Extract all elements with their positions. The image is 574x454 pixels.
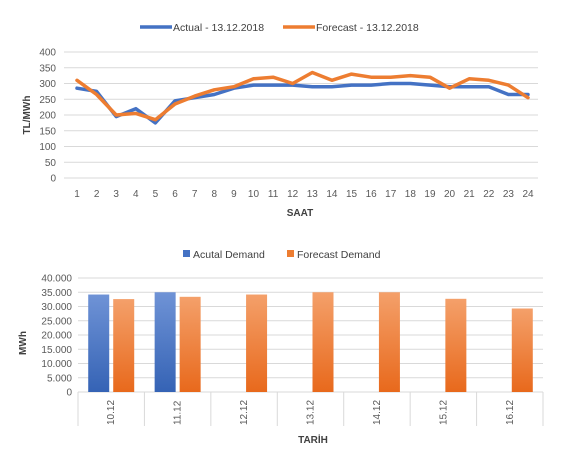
y-tick-label: 15.000 — [41, 345, 72, 356]
y-tick-label: 10.000 — [41, 359, 72, 370]
y-tick-label: 150 — [39, 126, 56, 137]
bar-actual-demand — [154, 292, 176, 392]
y-tick-label: 300 — [39, 79, 56, 90]
bar-chart-x-axis-title: TARİH — [298, 433, 328, 446]
x-tick-label: 14 — [326, 189, 338, 200]
legend-label-forecast-demand: Forecast Demand — [297, 249, 381, 261]
x-tick-label: 17 — [385, 189, 397, 200]
x-tick-label: 13.12 — [306, 400, 317, 425]
x-tick-label: 15.12 — [438, 400, 449, 425]
bar-chart-bars — [88, 292, 533, 392]
y-tick-label: 100 — [39, 142, 56, 153]
x-tick-label: 3 — [113, 189, 119, 200]
y-tick-label: 30.000 — [41, 302, 72, 313]
y-tick-label: 0 — [50, 174, 56, 185]
x-tick-label: 11 — [268, 189, 279, 200]
y-tick-label: 5.000 — [47, 373, 72, 384]
x-tick-label: 2 — [94, 189, 100, 200]
y-tick-label: 25.000 — [41, 316, 72, 327]
y-tick-label: 350 — [39, 63, 56, 74]
bar-chart-x-tick-labels: 10.12 11.12 12.12 13.12 14.12 15.12 16.12 — [106, 400, 516, 425]
y-tick-label: 250 — [39, 95, 56, 106]
bar-chart-legend: Acutal Demand Forecast Demand — [183, 249, 381, 261]
line-chart-y-axis-title: TL/MWh — [22, 96, 33, 135]
bar-chart-y-axis-title: MWh — [18, 331, 29, 355]
bar-forecast-demand — [179, 296, 201, 392]
bar-actual-demand — [88, 294, 110, 392]
x-tick-label: 16 — [366, 189, 378, 200]
bar-forecast-demand — [445, 298, 467, 392]
x-tick-label: 15 — [346, 189, 358, 200]
line-chart: Actual - 13.12.2018 Forecast - 13.12.201… — [22, 22, 538, 219]
x-tick-label: 4 — [133, 189, 139, 200]
line-chart-series — [75, 70, 530, 125]
legend-swatch-actual-demand — [183, 250, 190, 257]
x-tick-label: 5 — [153, 189, 159, 200]
legend-swatch-forecast-demand — [287, 250, 294, 257]
x-tick-label: 24 — [522, 189, 534, 200]
y-tick-label: 400 — [39, 48, 56, 59]
x-tick-label: 9 — [231, 189, 237, 200]
x-tick-label: 14.12 — [372, 400, 383, 425]
x-tick-label: 8 — [211, 189, 217, 200]
bar-forecast-demand — [511, 308, 533, 392]
y-tick-label: 0 — [66, 388, 72, 399]
x-tick-label: 23 — [503, 189, 515, 200]
line-chart-x-axis-title: SAAT — [287, 208, 313, 219]
bar-forecast-demand — [312, 292, 334, 392]
x-tick-label: 13 — [307, 189, 319, 200]
bar-chart-y-tick-labels: 0 5.000 10.000 15.000 20.000 25.000 30.000 35.0… — [41, 274, 72, 399]
x-tick-label: 7 — [192, 189, 198, 200]
y-tick-label: 20.000 — [41, 331, 72, 342]
x-tick-label: 18 — [405, 189, 417, 200]
x-tick-label: 1 — [74, 189, 80, 200]
y-tick-label: 50 — [45, 158, 57, 169]
x-tick-label: 22 — [483, 189, 495, 200]
x-tick-label: 19 — [424, 189, 436, 200]
series-line-forecast — [75, 70, 530, 122]
y-tick-label: 200 — [39, 111, 56, 122]
x-tick-label: 12 — [287, 189, 299, 200]
legend-label-forecast: Forecast - 13.12.2018 — [316, 22, 419, 34]
x-tick-label: 12.12 — [239, 400, 250, 425]
y-tick-label: 35.000 — [41, 288, 72, 299]
bar-forecast-demand — [246, 294, 268, 392]
line-chart-y-tick-labels: 0 50 100 150 200 250 300 350 400 — [39, 48, 56, 185]
bar-forecast-demand — [378, 292, 400, 392]
legend-label-actual: Actual - 13.12.2018 — [173, 22, 264, 34]
bar-forecast-demand — [113, 299, 135, 392]
x-tick-label: 11.12 — [173, 400, 184, 425]
x-tick-label: 6 — [172, 189, 178, 200]
x-tick-label: 21 — [464, 189, 476, 200]
bar-chart: Acutal Demand Forecast Demand 0 5.000 10.0… — [18, 249, 544, 446]
line-chart-x-tick-labels: 1 2 3 4 5 6 7 8 9 10 11 12 13 14 15 16 17 18 19 20 21 22 23 24 — [74, 189, 534, 200]
legend-label-actual-demand: Acutal Demand — [193, 249, 265, 261]
x-tick-label: 10 — [248, 189, 260, 200]
x-tick-label: 20 — [444, 189, 456, 200]
y-tick-label: 40.000 — [41, 274, 72, 285]
x-tick-label: 16.12 — [505, 400, 516, 425]
line-chart-legend: Actual - 13.12.2018 Forecast - 13.12.201… — [140, 22, 419, 34]
x-tick-label: 10.12 — [106, 400, 117, 425]
